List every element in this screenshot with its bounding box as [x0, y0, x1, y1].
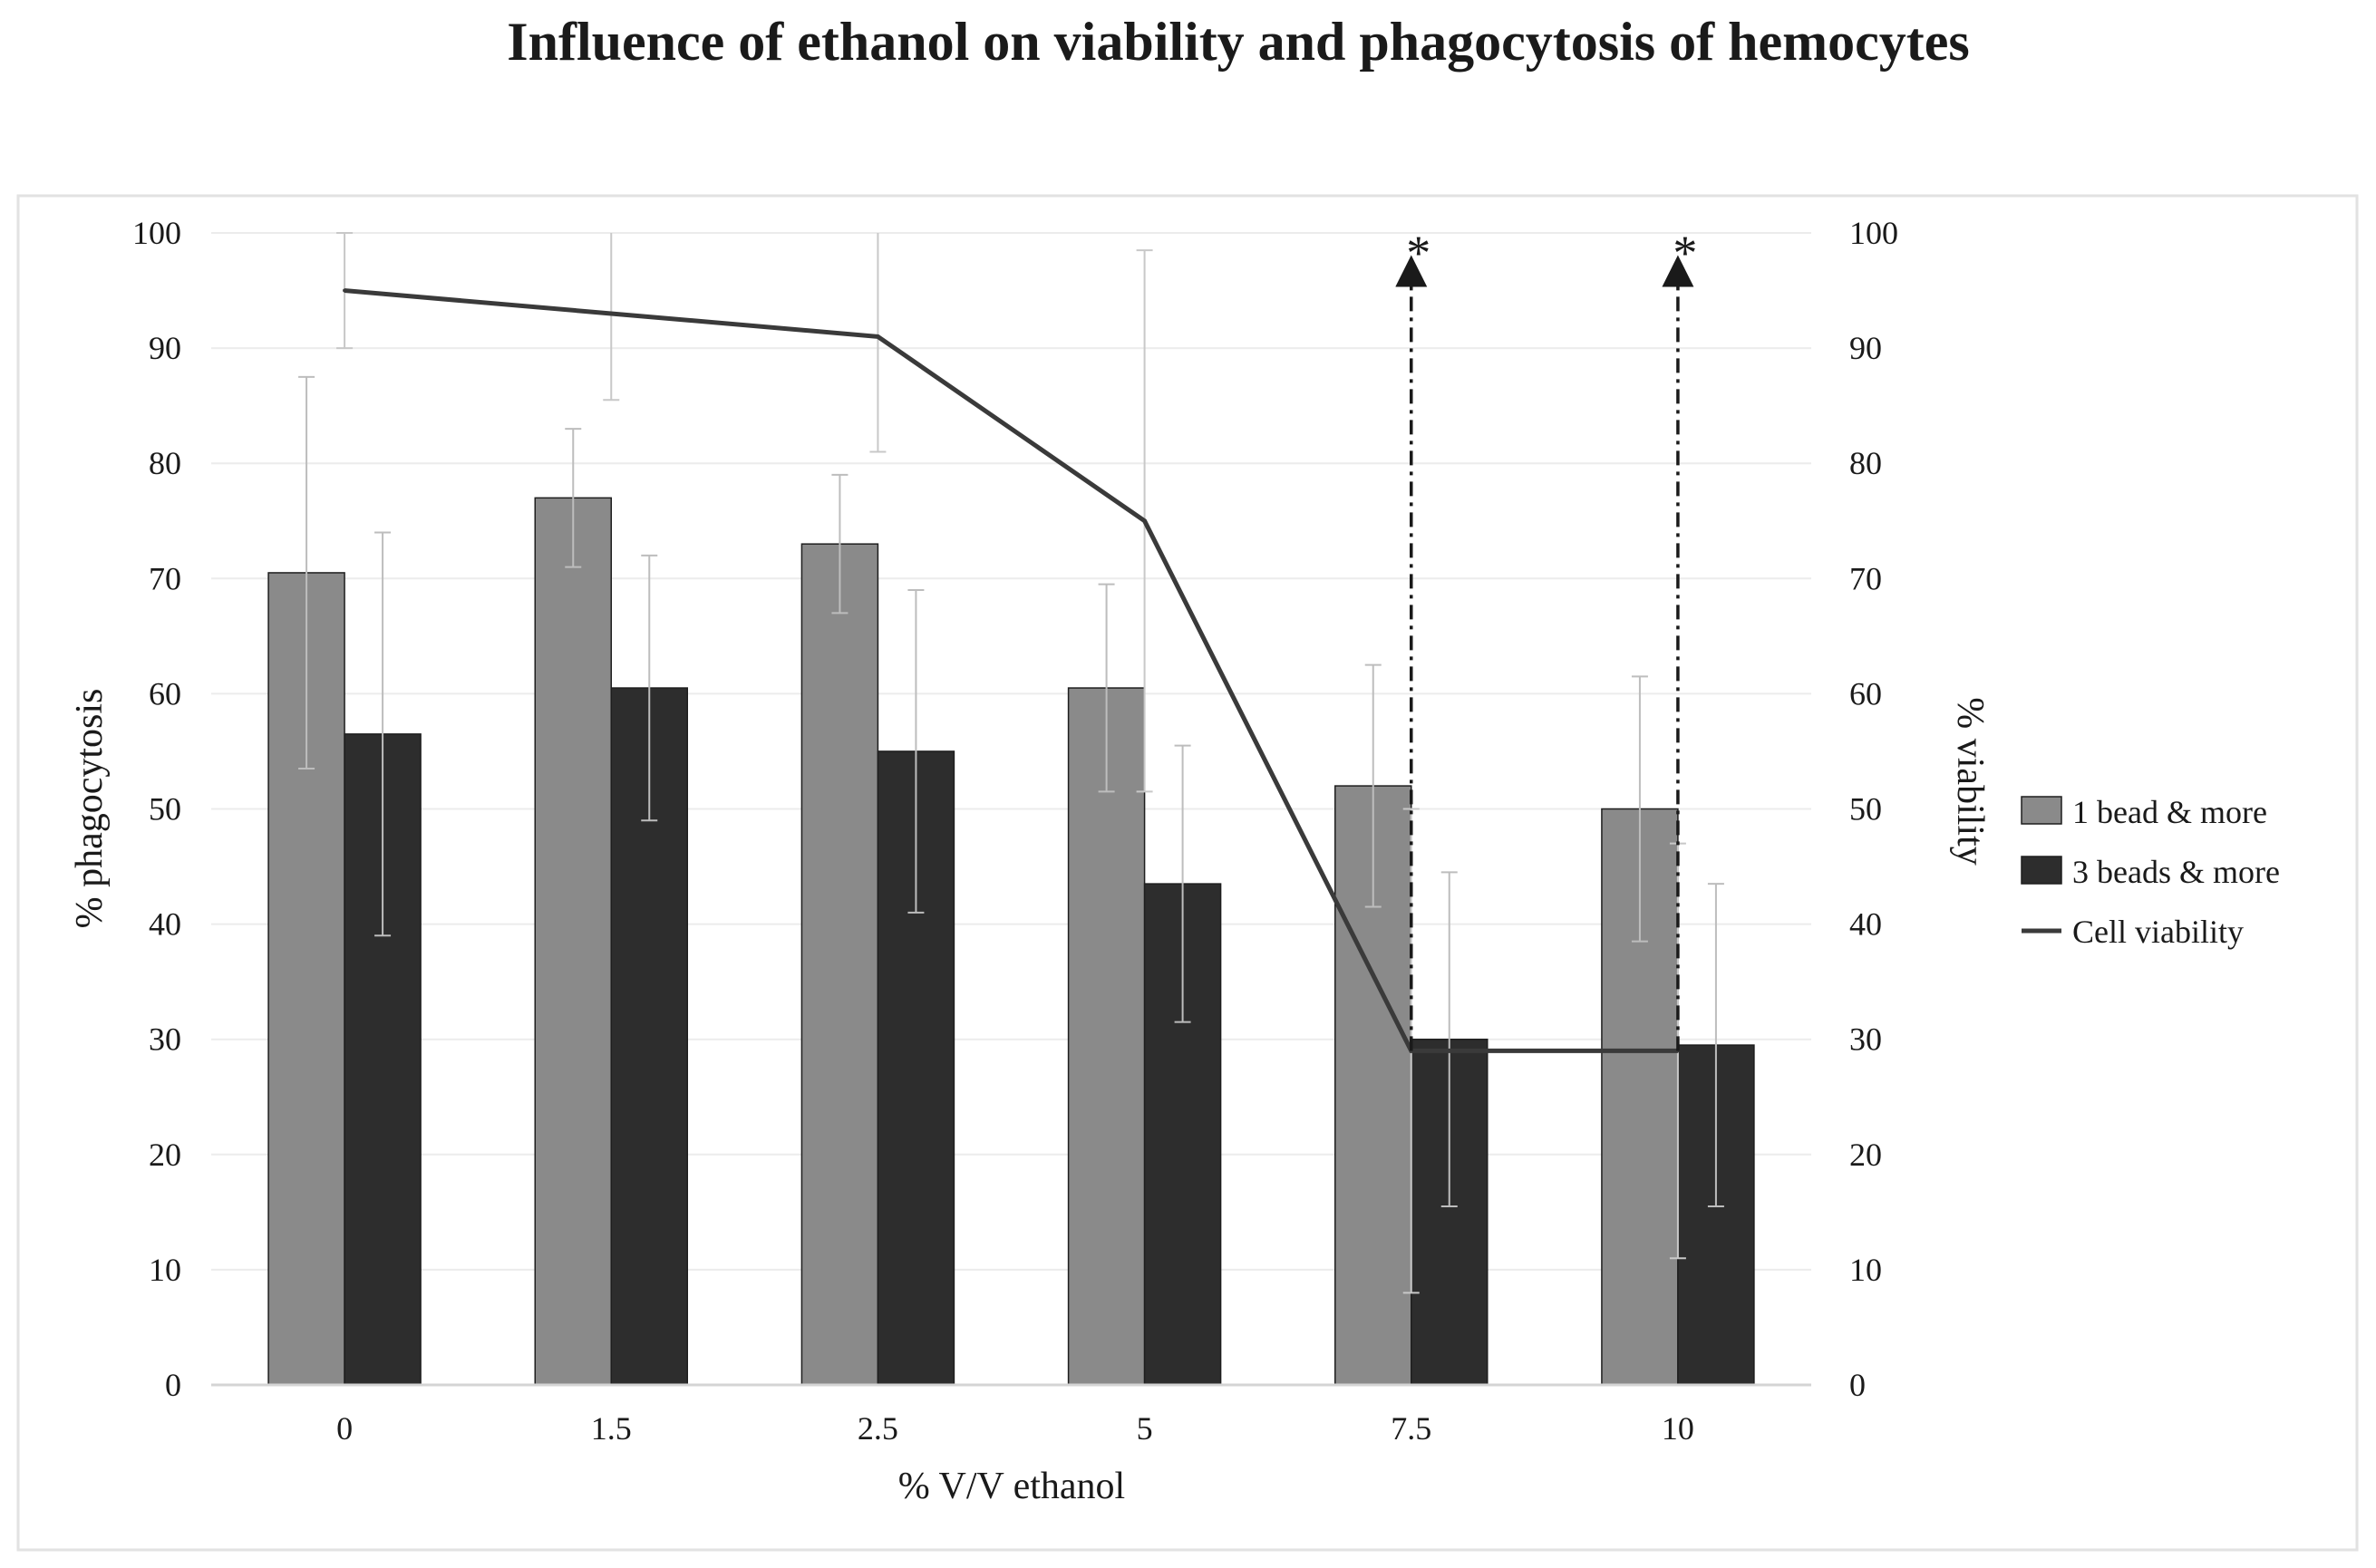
y-tick-label: 40 — [149, 906, 181, 943]
viability-line-path — [344, 288, 1678, 1053]
y2-tick-label: 70 — [1849, 560, 1882, 596]
legend-label: Cell viability — [2072, 914, 2244, 950]
significance-asterisk: * — [1406, 226, 1430, 280]
legend-label: 3 beads & more — [2072, 854, 2280, 890]
y2-tick-label: 80 — [1849, 445, 1882, 481]
y-tick-label: 100 — [132, 215, 181, 251]
legend: 1 bead & more 3 beads & more Cell viabilit… — [2021, 794, 2280, 950]
y2-tick-label: 20 — [1849, 1137, 1882, 1173]
y2-tick-label: 40 — [1849, 906, 1882, 943]
x-tick-label: 2.5 — [858, 1410, 898, 1447]
axes: 0102030405060708090100010203040506070809… — [132, 215, 1898, 1447]
significance-asterisk: * — [1673, 226, 1697, 280]
legend-label: 1 bead & more — [2072, 794, 2267, 830]
y-tick-label: 50 — [149, 791, 181, 828]
significance-annotations: * * — [1395, 226, 1697, 1051]
x-tick-label: 5 — [1137, 1410, 1153, 1447]
y-tick-label: 20 — [149, 1137, 181, 1173]
bars — [267, 497, 1755, 1386]
x-tick-label: 0 — [336, 1410, 353, 1447]
viability-point — [876, 334, 880, 339]
y-tick-label: 30 — [149, 1021, 181, 1058]
x-tick-label: 7.5 — [1391, 1410, 1431, 1447]
chart-title: Influence of ethanol on viability and ph… — [507, 12, 1969, 72]
y2-tick-label: 10 — [1849, 1252, 1882, 1288]
y2-tick-label: 0 — [1849, 1367, 1866, 1403]
legend-swatch-1-bead — [2021, 796, 2062, 825]
y2-tick-label: 90 — [1849, 330, 1882, 366]
bar-1-bead — [1067, 687, 1146, 1386]
bar-1-bead — [800, 543, 879, 1386]
y-tick-label: 0 — [165, 1367, 181, 1403]
viability-point — [1142, 518, 1147, 523]
grid-lines — [211, 232, 1811, 1386]
error-bars — [298, 232, 1724, 1294]
y-tick-label: 90 — [149, 330, 181, 366]
y2-axis-label: % viability — [1949, 697, 1991, 865]
y-tick-label: 10 — [149, 1252, 181, 1288]
y2-tick-label: 30 — [1849, 1021, 1882, 1058]
bar-1-bead — [534, 497, 612, 1386]
x-tick-label: 1.5 — [591, 1410, 632, 1447]
x-tick-label: 10 — [1662, 1410, 1694, 1447]
y-axis-label: % phagocytosis — [69, 689, 111, 929]
y-tick-label: 70 — [149, 560, 181, 596]
chart-frame — [16, 194, 2359, 1552]
y-tick-label: 80 — [149, 445, 181, 481]
y2-tick-label: 60 — [1849, 675, 1882, 711]
viability-point — [343, 288, 347, 293]
legend-swatch-3-beads — [2021, 856, 2062, 885]
viability-point — [609, 311, 614, 315]
y2-tick-label: 50 — [1849, 791, 1882, 828]
x-axis-label: % V/V ethanol — [898, 1466, 1125, 1507]
y-tick-label: 60 — [149, 675, 181, 711]
y2-tick-label: 100 — [1849, 215, 1898, 251]
